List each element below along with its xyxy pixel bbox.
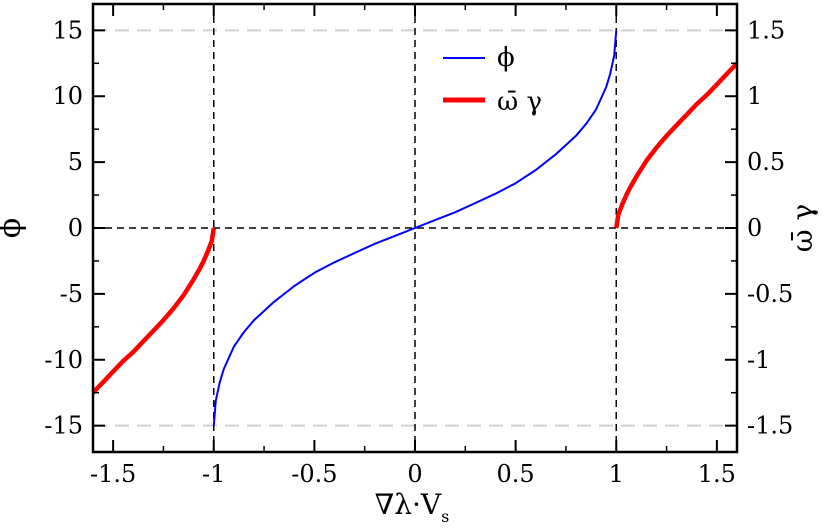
legend-label-phi: ϕ (497, 43, 515, 73)
x-axis-label-subscript: s (441, 507, 449, 526)
y-right-tick-label: -1 (747, 346, 770, 374)
x-tick-label: -0.5 (291, 460, 337, 488)
y-left-tick-label: -15 (44, 412, 83, 440)
x-axis-label-main: ∇λ·V (375, 488, 442, 521)
y-left-tick-label: 10 (52, 82, 83, 110)
x-tick-label: -1 (202, 460, 225, 488)
y-right-tick-label: 0 (747, 214, 762, 242)
y-right-tick-label: 0.5 (747, 148, 785, 176)
x-tick-label: -1.5 (90, 460, 136, 488)
x-axis-label: ∇λ·Vs (375, 488, 450, 526)
series-layer (91, 30, 739, 426)
y-right-tick-label: 1 (747, 82, 762, 110)
x-tick-label: 1 (609, 460, 624, 488)
legend-label-omega-gamma: ω̄ γ (497, 87, 542, 117)
x-tick-label: 0.5 (497, 460, 535, 488)
legend: ϕ ω̄ γ (443, 43, 542, 117)
y-left-tick-label: -10 (44, 346, 83, 374)
y-left-tick-label: -5 (60, 280, 83, 308)
y-left-tick-label: 5 (68, 148, 83, 176)
y-axis-label-left: ϕ (0, 218, 28, 238)
y-left-tick-label: 0 (68, 214, 83, 242)
y-axis-label-right: ω̄ γ (786, 204, 819, 252)
reference-lines (93, 4, 737, 452)
y-left-tick-label: 15 (52, 16, 83, 44)
ticks-layer: -1.5 -1 -0.5 0 0.5 1 1.5-15-10-5051015-1.5-1-0… (44, 4, 793, 488)
x-tick-label: 1.5 (698, 460, 736, 488)
y-right-tick-label: -1.5 (747, 412, 793, 440)
y-right-tick-label: 1.5 (747, 16, 785, 44)
y-right-tick-label: -0.5 (747, 280, 793, 308)
series-line-omega-gamma (614, 61, 739, 229)
series-line-omega-gamma (91, 227, 217, 395)
x-tick-label: 0 (407, 460, 422, 488)
series-line-phi (212, 30, 618, 426)
